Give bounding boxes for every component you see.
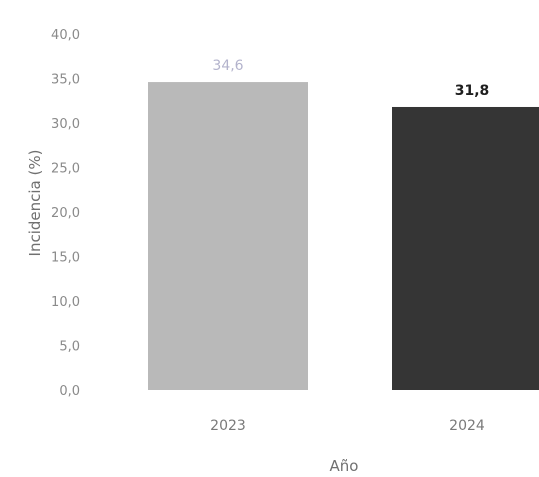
y-tick-label: 30,0: [51, 117, 80, 132]
y-axis-title: Incidencia (%): [26, 150, 44, 257]
y-tick-label: 25,0: [51, 162, 80, 177]
x-tick-label-2024: 2024: [449, 418, 485, 434]
y-tick-label: 5,0: [59, 340, 80, 355]
value-labels-group: 34,6 31,8: [212, 58, 489, 99]
bar-2024: [392, 106, 539, 390]
y-axis-ticks: 0,0 5,0 10,0 15,0 20,0 25,0 30,0 35,0 40,0: [51, 28, 80, 399]
y-tick-label: 20,0: [51, 206, 80, 221]
value-label-2024: 31,8: [455, 83, 490, 99]
y-tick-label: 15,0: [51, 251, 80, 266]
bars-group: [148, 82, 539, 390]
y-tick-label: 0,0: [59, 384, 80, 399]
x-axis-title: Año: [330, 457, 359, 475]
y-tick-label: 10,0: [51, 295, 80, 310]
x-axis-ticks: 2023 2024: [210, 418, 485, 434]
x-tick-label-2023: 2023: [210, 418, 246, 434]
bar-2023: [148, 82, 308, 390]
value-label-2023: 34,6: [212, 58, 243, 74]
y-tick-label: 35,0: [51, 73, 80, 88]
y-tick-label: 40,0: [51, 28, 80, 43]
